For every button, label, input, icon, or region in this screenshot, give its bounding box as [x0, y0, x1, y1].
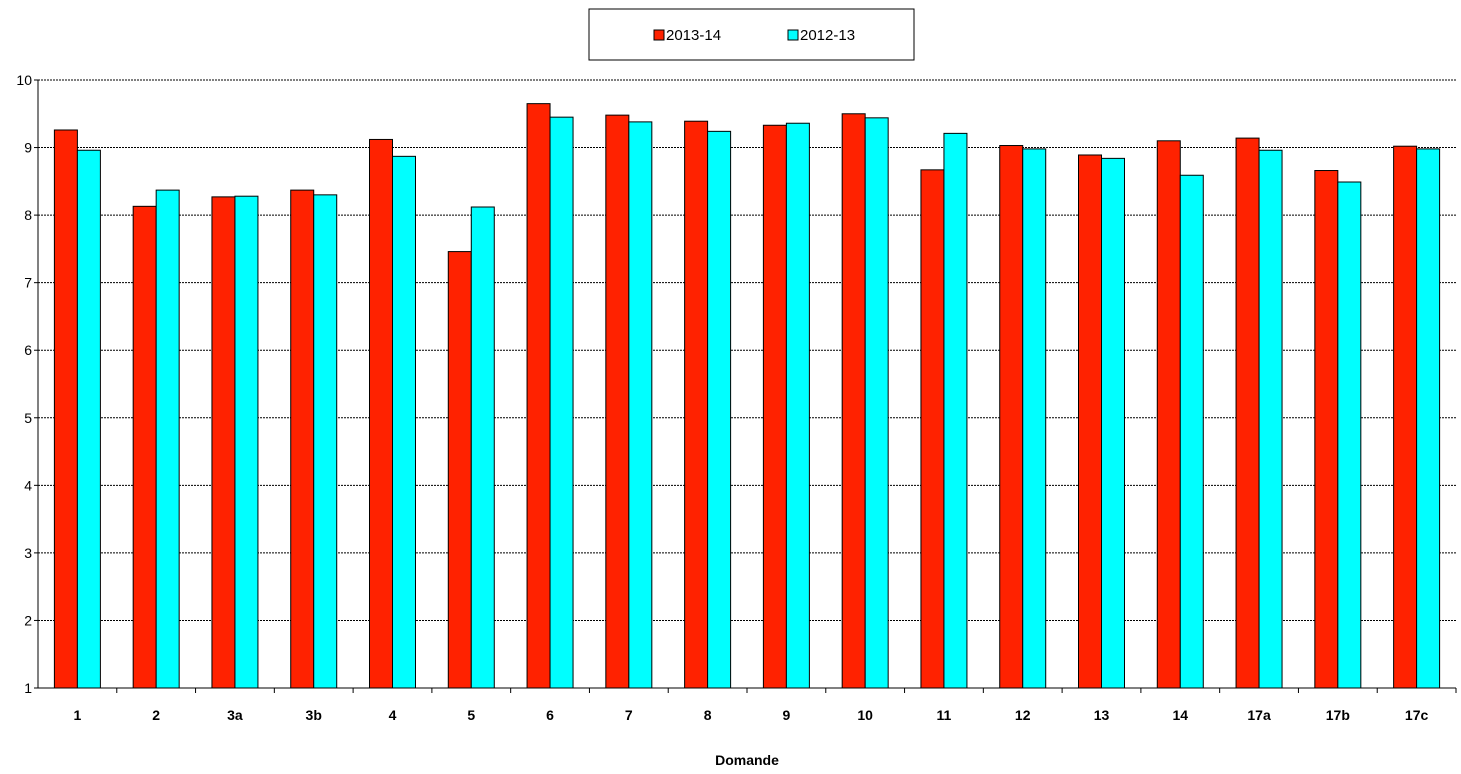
bar-2013-14-12 — [999, 145, 1024, 689]
bar-2013-14-3a — [211, 196, 236, 689]
bar-2013-14-5 — [447, 251, 472, 689]
legend-box — [588, 8, 915, 61]
bar-2013-14-14 — [1156, 140, 1181, 689]
x-tick-label: 17a — [1247, 707, 1271, 723]
y-tick-label: 10 — [16, 72, 32, 88]
legend-label-2013-14: 2013-14 — [666, 27, 721, 44]
legend-swatch-2012-13 — [787, 29, 799, 41]
bar-2013-14-8 — [684, 120, 709, 689]
bar-2012-13-9 — [785, 122, 810, 689]
bar-2013-14-11 — [920, 169, 945, 689]
y-tick-label: 3 — [24, 545, 32, 561]
bar-2013-14-2 — [132, 205, 157, 689]
bar-2012-13-11 — [943, 132, 968, 689]
y-tick-label: 2 — [24, 612, 32, 628]
y-tick-label: 9 — [24, 140, 32, 156]
bar-2012-13-5 — [470, 206, 495, 689]
x-tick-label: 12 — [1015, 707, 1031, 723]
x-tick-label: 17c — [1405, 707, 1429, 723]
legend: 2013-14 2012-13 — [588, 8, 915, 61]
legend-swatch-2013-14 — [653, 29, 665, 41]
bar-2012-13-6 — [549, 116, 574, 689]
bar-2013-14-10 — [841, 113, 866, 689]
x-tick-label: 13 — [1094, 707, 1110, 723]
bars — [53, 103, 1441, 689]
x-tick-label: 3b — [306, 707, 322, 723]
x-tick-label: 10 — [857, 707, 873, 723]
gridlines — [38, 79, 1456, 621]
bar-2013-14-3b — [290, 189, 315, 689]
bar-2012-13-17a — [1258, 149, 1283, 689]
bar-2013-14-7 — [605, 114, 630, 689]
bar-2012-13-13 — [1101, 157, 1125, 689]
legend-label-2012-13: 2012-13 — [800, 27, 855, 44]
x-tick-label: 6 — [546, 707, 554, 723]
bar-2012-13-12 — [1022, 148, 1047, 689]
x-tick-label: 8 — [704, 707, 712, 723]
x-tick-label: 5 — [467, 707, 475, 723]
y-tick-label: 5 — [24, 410, 32, 426]
bar-2012-13-4 — [392, 155, 416, 689]
y-tick-label: 4 — [24, 477, 32, 493]
x-tick-label: 9 — [782, 707, 790, 723]
x-tick-label: 14 — [1172, 707, 1188, 723]
bar-2013-14-9 — [762, 124, 787, 689]
axes — [34, 79, 1457, 693]
bar-2012-13-17b — [1337, 181, 1362, 689]
y-tick-label: 8 — [24, 207, 32, 223]
y-tick-label: 7 — [24, 275, 32, 291]
bar-2012-13-2 — [155, 189, 180, 689]
bar-2013-14-1 — [53, 129, 78, 689]
bar-2013-14-6 — [526, 103, 551, 689]
x-tick-label: 17b — [1326, 707, 1350, 723]
y-tick-label: 6 — [24, 342, 32, 358]
x-tick-label: 11 — [937, 707, 952, 723]
x-tick-label: 1 — [73, 707, 81, 723]
x-axis-title: Domande — [715, 752, 779, 768]
bar-2012-13-10 — [864, 117, 889, 689]
bar-2012-13-7 — [628, 121, 653, 689]
x-tick-label: 2 — [152, 707, 160, 723]
bar-2013-14-13 — [1078, 154, 1102, 689]
bar-2013-14-17a — [1235, 137, 1260, 689]
bar-2013-14-17c — [1393, 145, 1418, 689]
bar-2012-13-14 — [1179, 174, 1204, 689]
bar-2012-13-3a — [234, 195, 259, 689]
bar-2013-14-4 — [369, 138, 393, 689]
x-tick-label: 3a — [227, 707, 243, 723]
bar-2013-14-17b — [1314, 170, 1339, 689]
bar-2012-13-3b — [313, 194, 338, 689]
x-tick-label: 7 — [625, 707, 633, 723]
bar-2012-13-8 — [707, 130, 732, 689]
y-tick-label: 1 — [24, 680, 32, 696]
bar-2012-13-1 — [76, 149, 101, 689]
bar-2012-13-17c — [1416, 148, 1441, 689]
x-tick-label: 4 — [389, 707, 397, 723]
